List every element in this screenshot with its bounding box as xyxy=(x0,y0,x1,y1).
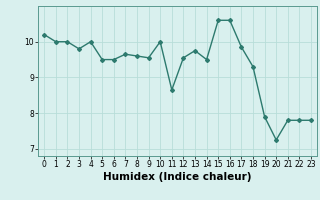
X-axis label: Humidex (Indice chaleur): Humidex (Indice chaleur) xyxy=(103,172,252,182)
